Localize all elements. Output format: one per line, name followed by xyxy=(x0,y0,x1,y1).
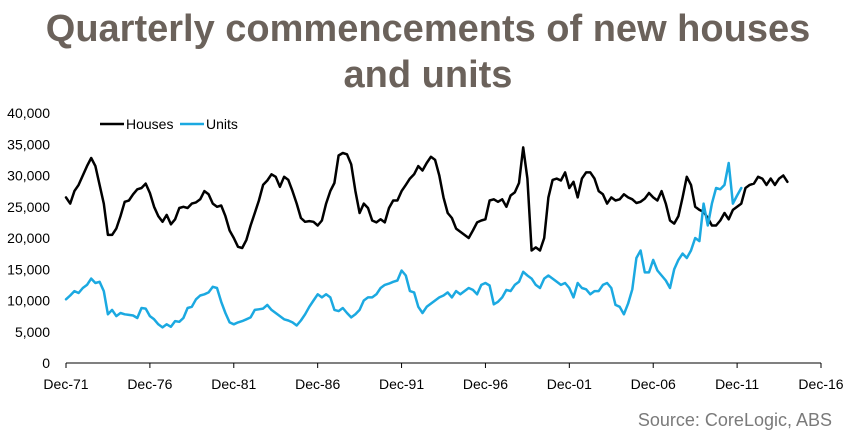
y-tick-label: 0 xyxy=(42,355,50,371)
x-axis-tick-labels: Dec-71 Dec-76 Dec-81 Dec-86 Dec-91 Dec-96 Dec-… xyxy=(43,376,843,392)
y-axis-tick-labels: 0 5,000 10,000 15,000 20,000 25,000 30,000 35,0… xyxy=(7,105,50,371)
x-tick-label: Dec-16 xyxy=(798,376,843,392)
y-tick-label: 35,000 xyxy=(7,136,50,152)
series-line-houses xyxy=(64,146,789,252)
y-tick-label: 10,000 xyxy=(7,293,50,309)
legend-label-houses: Houses xyxy=(126,116,173,132)
chart-title: Quarterly commencements of new houses an… xyxy=(0,6,856,98)
x-tick-label: Dec-06 xyxy=(631,376,676,392)
legend: Houses Units xyxy=(100,116,238,132)
x-tick-label: Dec-81 xyxy=(211,376,256,392)
series-layer xyxy=(64,146,789,329)
y-tick-label: 15,000 xyxy=(7,261,50,277)
y-tick-label: 40,000 xyxy=(7,105,50,121)
y-tick-label: 25,000 xyxy=(7,199,50,215)
series-line-units xyxy=(64,161,743,329)
x-tick-label: Dec-86 xyxy=(295,376,340,392)
x-tick-label: Dec-01 xyxy=(547,376,592,392)
x-axis-tick-marks xyxy=(65,363,822,368)
y-tick-label: 20,000 xyxy=(7,230,50,246)
legend-label-units: Units xyxy=(206,116,238,132)
x-tick-label: Dec-76 xyxy=(127,376,172,392)
y-tick-label: 5,000 xyxy=(15,324,50,340)
y-tick-label: 30,000 xyxy=(7,168,50,184)
source-note: Source: CoreLogic, ABS xyxy=(637,410,832,430)
chart-title-line-2: and units xyxy=(343,54,513,96)
x-tick-label: Dec-11 xyxy=(715,376,759,392)
x-tick-label: Dec-96 xyxy=(463,376,508,392)
chart-title-line-1: Quarterly commencements of new houses xyxy=(45,8,811,50)
x-tick-label: Dec-71 xyxy=(43,376,88,392)
x-tick-label: Dec-91 xyxy=(379,376,424,392)
